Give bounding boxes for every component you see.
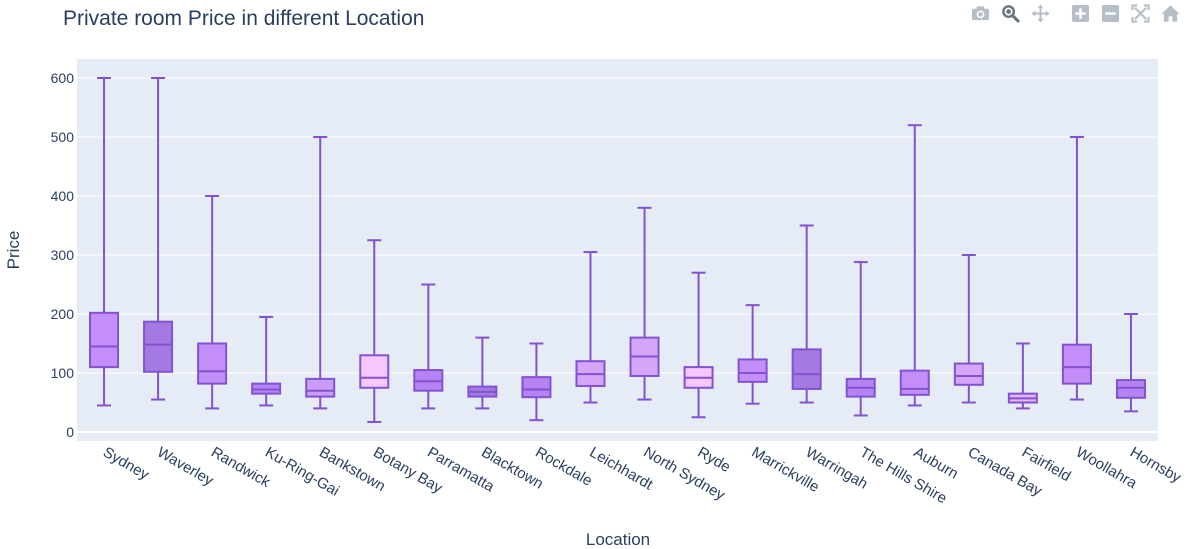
iqr-box bbox=[575, 360, 606, 387]
x-tick-labels: Sydney WaverleyRandwickKu-Ring-GaiBanksto… bbox=[100, 444, 1184, 507]
iqr-box bbox=[197, 342, 228, 385]
boxes bbox=[89, 77, 1146, 423]
x-tick-label: Rockdale bbox=[532, 444, 595, 490]
iqr-box bbox=[89, 311, 120, 369]
x-tick-label: Randwick bbox=[208, 444, 273, 491]
box-warringah[interactable] bbox=[791, 224, 822, 404]
x-tick-label: Sydney bbox=[100, 444, 152, 484]
iqr-box bbox=[737, 358, 768, 383]
chart-title: Private room Price in different Location bbox=[63, 7, 425, 30]
x-tick-label: Warringah bbox=[803, 444, 871, 493]
iqr-box bbox=[413, 369, 444, 392]
reset-axes-button[interactable] bbox=[1155, 2, 1185, 24]
camera-button[interactable] bbox=[965, 2, 995, 24]
box-ku-ring-gai[interactable] bbox=[251, 315, 282, 407]
iqr-box bbox=[359, 354, 390, 389]
modebar bbox=[965, 2, 1185, 24]
autoscale-icon bbox=[1130, 3, 1150, 23]
plot-area bbox=[77, 59, 1158, 441]
x-tick-label: Leichhardt bbox=[586, 444, 656, 494]
box-canada-bay[interactable] bbox=[953, 254, 984, 404]
iqr-box bbox=[845, 377, 876, 398]
y-axis-title: Price bbox=[4, 231, 23, 270]
box-auburn[interactable] bbox=[899, 124, 930, 407]
iqr-box bbox=[791, 348, 822, 390]
box-fairfield[interactable] bbox=[1007, 342, 1038, 410]
box-leichhardt[interactable] bbox=[575, 251, 606, 404]
gridlines bbox=[77, 77, 1158, 433]
box-blacktown[interactable] bbox=[467, 336, 498, 410]
box-north-sydney[interactable] bbox=[629, 206, 660, 401]
x-tick-label: Ku-Ring-Gai bbox=[262, 444, 342, 500]
pan-icon bbox=[1030, 3, 1050, 23]
x-tick-label: Blacktown bbox=[478, 444, 546, 493]
box-marrickville[interactable] bbox=[737, 304, 768, 405]
x-tick-label: North Sydney bbox=[641, 444, 729, 504]
iqr-box bbox=[305, 377, 336, 398]
box-randwick[interactable] bbox=[197, 195, 228, 410]
iqr-box bbox=[1007, 392, 1038, 404]
box-hornsby[interactable] bbox=[1115, 313, 1146, 413]
box-bankstown[interactable] bbox=[305, 136, 336, 410]
x-axis-title: Location bbox=[586, 530, 650, 549]
y-tick-label: 400 bbox=[51, 188, 75, 204]
y-tick-labels: 0 100 200 300 400 500 600 bbox=[51, 70, 75, 440]
iqr-box bbox=[143, 320, 174, 373]
x-tick-label: Waverley bbox=[154, 444, 217, 490]
box-woollahra[interactable] bbox=[1061, 136, 1092, 401]
zoom-out-icon bbox=[1101, 4, 1119, 22]
box-waverley[interactable] bbox=[143, 77, 174, 401]
x-tick-label: Bankstown bbox=[316, 444, 388, 495]
iqr-box bbox=[1061, 343, 1092, 385]
iqr-box bbox=[629, 336, 660, 377]
iqr-box bbox=[683, 366, 714, 389]
camera-icon bbox=[971, 5, 989, 20]
zoom-button[interactable] bbox=[995, 2, 1025, 24]
iqr-box bbox=[521, 376, 552, 399]
zoom-icon bbox=[1001, 4, 1020, 23]
x-tick-label: Hornsby bbox=[1127, 444, 1184, 487]
box-the-hills-shire[interactable] bbox=[845, 261, 876, 417]
x-tick-label: Parramatta bbox=[424, 444, 497, 496]
box-parramatta[interactable] bbox=[413, 283, 444, 410]
iqr-box bbox=[467, 385, 498, 398]
x-tick-label: Fairfield bbox=[1019, 444, 1074, 485]
iqr-box bbox=[953, 362, 984, 386]
home-icon bbox=[1160, 4, 1180, 22]
y-tick-label: 500 bbox=[51, 129, 75, 145]
pan-button[interactable] bbox=[1025, 2, 1055, 24]
iqr-box bbox=[251, 382, 282, 395]
y-tick-label: 200 bbox=[51, 306, 75, 322]
x-tick-label: Canada Bay bbox=[965, 444, 1045, 500]
y-tick-label: 600 bbox=[51, 70, 75, 86]
x-tick-label: Woollahra bbox=[1073, 444, 1140, 493]
zoom-out-button[interactable] bbox=[1095, 2, 1125, 24]
box-rockdale[interactable] bbox=[521, 342, 552, 422]
zoom-in-button[interactable] bbox=[1065, 2, 1095, 24]
box-botany-bay[interactable] bbox=[359, 239, 390, 423]
x-tick-label: Marrickville bbox=[749, 444, 822, 496]
autoscale-button[interactable] bbox=[1125, 2, 1155, 24]
x-tick-label: Ryde bbox=[695, 444, 734, 476]
zoom-in-icon bbox=[1071, 4, 1089, 22]
y-tick-label: 300 bbox=[51, 247, 75, 263]
box-sydney[interactable] bbox=[89, 77, 120, 407]
x-tick-label: Botany Bay bbox=[370, 444, 445, 497]
box-ryde[interactable] bbox=[683, 271, 714, 419]
y-tick-label: 0 bbox=[66, 424, 74, 440]
x-tick-label: Auburn bbox=[911, 444, 961, 483]
x-tick-label: The Hills Shire bbox=[857, 444, 950, 507]
iqr-box bbox=[899, 369, 930, 396]
y-tick-label: 100 bbox=[51, 365, 75, 381]
iqr-box bbox=[1115, 379, 1146, 399]
